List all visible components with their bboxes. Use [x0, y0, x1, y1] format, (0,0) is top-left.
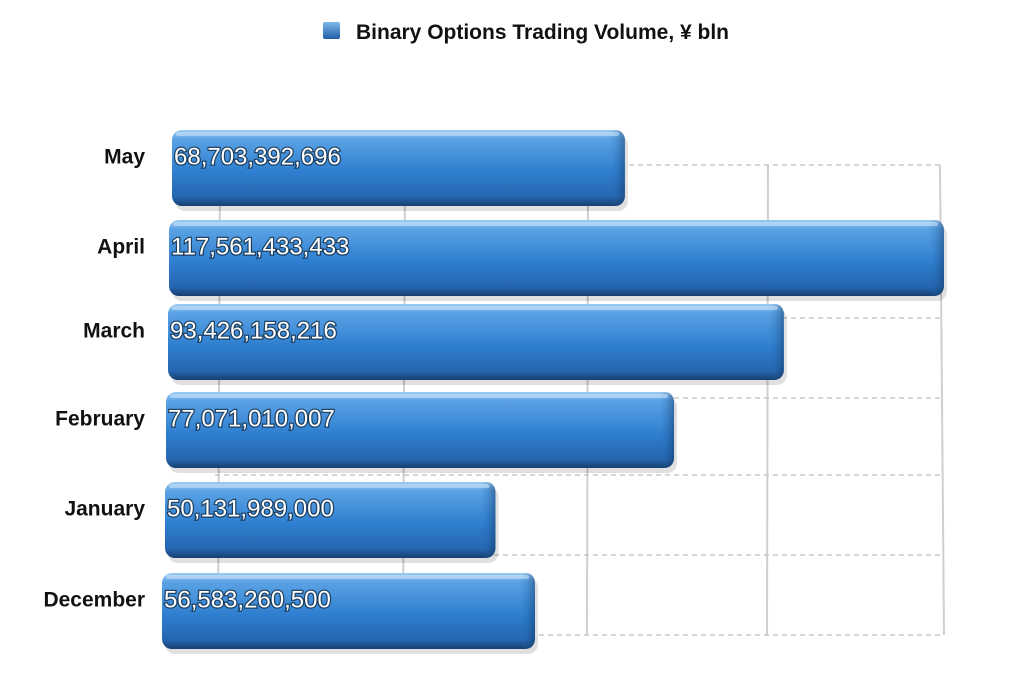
bar-highlight — [166, 575, 529, 579]
bar-april — [169, 220, 947, 301]
value-label: 117,561,433,433 — [171, 233, 349, 260]
value-label: 56,583,260,500 — [164, 586, 331, 613]
bar-end — [608, 130, 625, 206]
category-label: February — [55, 408, 145, 431]
bar-body — [165, 482, 496, 558]
value-label: 50,131,989,000 — [167, 495, 334, 522]
value-label: 77,071,010,007 — [168, 405, 335, 432]
category-label: May — [104, 146, 145, 169]
category-label: April — [97, 236, 145, 259]
bar-end — [518, 573, 535, 649]
bar-may — [172, 130, 628, 211]
bar-body — [172, 130, 625, 206]
bar-body — [166, 392, 675, 468]
bar-highlight — [169, 484, 490, 488]
bar-highlight — [176, 132, 619, 136]
value-labels: 68,703,392,696 117,561,433,433 93,426,158,… — [163, 142, 351, 615]
legend: Binary Options Trading Volume, ¥ bln — [323, 21, 729, 44]
bar-body — [168, 304, 784, 380]
value-label: 93,426,158,216 — [170, 317, 337, 344]
category-labels: May April March February January December — [43, 146, 145, 612]
bar-end — [658, 392, 675, 468]
category-label: January — [64, 498, 145, 521]
bar-end — [479, 482, 496, 558]
bar-end — [767, 304, 784, 380]
category-label: December — [43, 589, 145, 612]
bar-highlight — [173, 222, 938, 226]
bar-highlight — [172, 306, 778, 310]
legend-label: Binary Options Trading Volume, ¥ bln — [356, 21, 729, 44]
bar-january — [165, 482, 499, 563]
bar-february — [166, 392, 678, 473]
value-label: 68,703,392,696 — [174, 143, 341, 170]
bars — [162, 130, 947, 654]
bar-body — [169, 220, 944, 296]
legend-swatch — [323, 22, 340, 39]
bar-december — [162, 573, 538, 654]
bar-end — [927, 220, 944, 296]
bar-highlight — [170, 394, 669, 398]
category-label: March — [83, 320, 145, 343]
bar-march — [168, 304, 787, 385]
bar-body — [162, 573, 535, 649]
